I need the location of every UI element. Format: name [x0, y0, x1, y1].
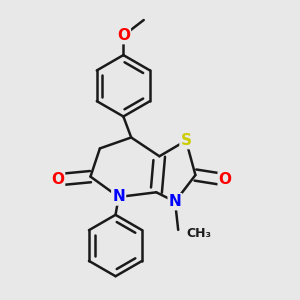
Text: N: N — [112, 190, 125, 205]
Text: O: O — [117, 28, 130, 43]
Text: O: O — [51, 172, 64, 187]
Text: N: N — [169, 194, 182, 209]
Text: O: O — [219, 172, 232, 187]
Text: S: S — [181, 133, 191, 148]
Text: CH₃: CH₃ — [186, 226, 211, 239]
